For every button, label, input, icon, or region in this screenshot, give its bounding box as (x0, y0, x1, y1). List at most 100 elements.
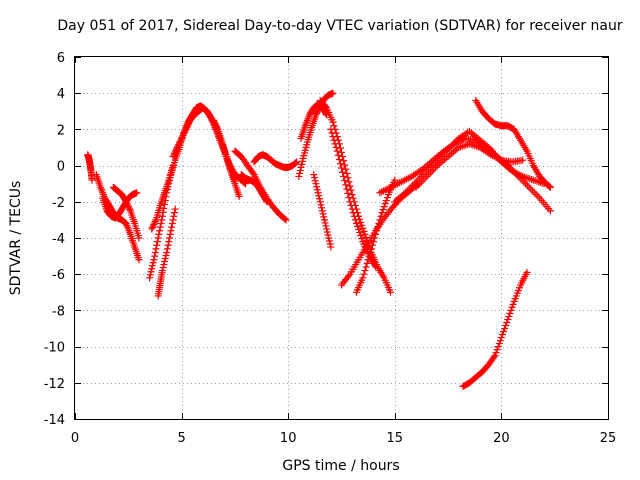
data-point (318, 207, 326, 215)
data-point (178, 134, 186, 142)
data-point (320, 216, 328, 224)
data-point (341, 161, 349, 169)
data-point (372, 263, 380, 271)
data-point (498, 331, 506, 339)
data-point (281, 215, 289, 223)
data-point (546, 207, 554, 215)
series-arc-7 (154, 205, 179, 300)
data-point (330, 122, 338, 130)
data-point (157, 220, 165, 228)
series-arc-24 (472, 96, 554, 191)
x-tick-label: 20 (493, 431, 510, 446)
data-point (158, 212, 166, 220)
data-point (342, 165, 350, 173)
y-tick-label: -8 (52, 304, 65, 319)
data-point (158, 267, 166, 275)
y-axis-label: SDTVAR / TECUs (8, 181, 24, 296)
data-point (310, 174, 318, 182)
data-point (494, 343, 502, 351)
data-point (162, 251, 170, 259)
data-point (320, 213, 328, 221)
y-tick-label: -2 (52, 196, 65, 211)
data-point (363, 259, 371, 267)
x-tick-label: 5 (177, 431, 185, 446)
data-point (160, 261, 168, 269)
series-arc-23 (412, 140, 527, 191)
data-point (263, 198, 271, 206)
data-point (180, 128, 188, 136)
y-tick-label: -10 (44, 341, 65, 356)
data-point (322, 102, 330, 110)
data-point (347, 201, 355, 209)
data-point (530, 189, 538, 197)
data-point (212, 121, 220, 129)
data-point (177, 136, 185, 144)
series-arc-3 (99, 189, 141, 222)
data-point (171, 205, 179, 213)
data-point (358, 235, 366, 243)
data-point (312, 111, 320, 119)
data-point (161, 255, 169, 263)
data-point (153, 238, 161, 246)
data-point (316, 198, 324, 206)
data-point (163, 245, 171, 253)
data-point (501, 325, 509, 332)
data-point (331, 140, 339, 148)
data-point (176, 137, 184, 145)
data-point (148, 265, 156, 273)
series-arc-13 (250, 151, 301, 171)
data-point (490, 353, 498, 361)
series-arc-16 (310, 171, 335, 251)
data-point (170, 151, 178, 159)
y-tick-label: -14 (44, 413, 65, 428)
x-tick-label: 15 (387, 431, 404, 446)
data-point (357, 218, 365, 226)
data-point (347, 186, 355, 194)
data-point (88, 176, 96, 184)
data-point (528, 175, 536, 183)
data-point (364, 256, 372, 264)
data-point (493, 346, 501, 354)
data-point (369, 238, 377, 246)
data-point (298, 160, 306, 168)
data-point (341, 177, 349, 185)
data-point (361, 267, 369, 275)
data-point (375, 220, 383, 228)
data-point (546, 183, 554, 191)
data-point (160, 204, 168, 212)
y-tick-label: 6 (57, 51, 65, 66)
data-point (506, 309, 514, 317)
data-point (376, 216, 384, 224)
data-point (181, 127, 189, 135)
data-point (534, 192, 542, 200)
data-point (387, 288, 395, 296)
data-point (135, 234, 143, 242)
data-point (235, 192, 243, 200)
data-point (357, 232, 365, 240)
data-point (164, 241, 172, 249)
data-point (360, 227, 368, 235)
data-point (334, 151, 342, 159)
data-point (324, 231, 332, 239)
data-point (382, 197, 390, 205)
data-point (350, 212, 358, 220)
data-point (319, 210, 327, 218)
data-point (169, 216, 177, 224)
data-point (133, 189, 141, 197)
data-point (151, 217, 159, 225)
data-point (122, 198, 130, 206)
data-point (355, 226, 363, 234)
data-point (505, 312, 513, 320)
data-point (170, 212, 178, 220)
data-point (151, 252, 159, 260)
data-point (155, 230, 163, 238)
data-point (150, 256, 158, 264)
data-point (149, 222, 157, 230)
data-point (336, 160, 344, 168)
data-point (329, 89, 337, 97)
data-point (339, 153, 347, 161)
data-point (171, 148, 179, 156)
data-point (502, 321, 510, 329)
data-point (178, 133, 186, 141)
